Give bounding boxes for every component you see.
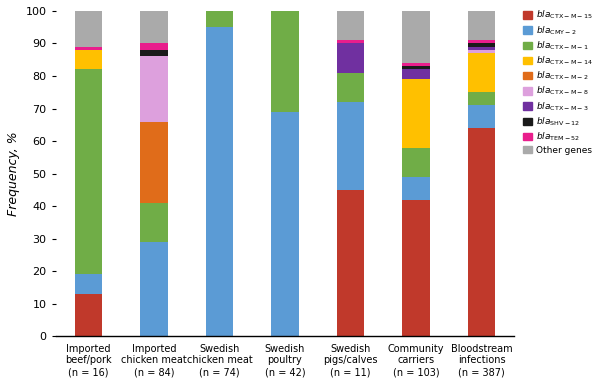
Bar [337, 102, 364, 190]
Bar [140, 11, 167, 43]
Bar [206, 27, 233, 336]
Bar [468, 43, 496, 47]
Bar [402, 177, 430, 200]
Bar [402, 70, 430, 79]
Bar [337, 40, 364, 43]
Bar [337, 43, 364, 73]
Bar [402, 200, 430, 336]
Bar [402, 147, 430, 177]
Bar [402, 66, 430, 70]
Bar [468, 128, 496, 336]
Bar [74, 50, 102, 70]
Bar [74, 47, 102, 50]
Bar [402, 11, 430, 63]
Bar [402, 63, 430, 66]
Bar [140, 203, 167, 242]
Bar [468, 105, 496, 128]
Bar [140, 242, 167, 336]
Bar [74, 70, 102, 275]
Bar [140, 122, 167, 203]
Bar [468, 11, 496, 40]
Bar [140, 43, 167, 50]
Bar [140, 56, 167, 122]
Bar [74, 11, 102, 47]
Bar [468, 40, 496, 43]
Bar [337, 190, 364, 336]
Bar [206, 11, 233, 27]
Bar [402, 79, 430, 147]
Bar [468, 92, 496, 105]
Bar [271, 112, 299, 336]
Bar [74, 294, 102, 336]
Bar [140, 50, 167, 56]
Bar [337, 73, 364, 102]
Bar [468, 47, 496, 50]
Bar [74, 275, 102, 294]
Y-axis label: Frequency, %: Frequency, % [7, 131, 20, 216]
Bar [271, 11, 299, 112]
Legend: $\it{bla}$$_{\mathregular{CTX-M-15}}$, $\it{bla}$$_{\mathregular{CMY-2}}$, $\it{: $\it{bla}$$_{\mathregular{CTX-M-15}}$, $… [523, 9, 593, 155]
Bar [468, 53, 496, 92]
Bar [468, 50, 496, 53]
Bar [337, 11, 364, 40]
